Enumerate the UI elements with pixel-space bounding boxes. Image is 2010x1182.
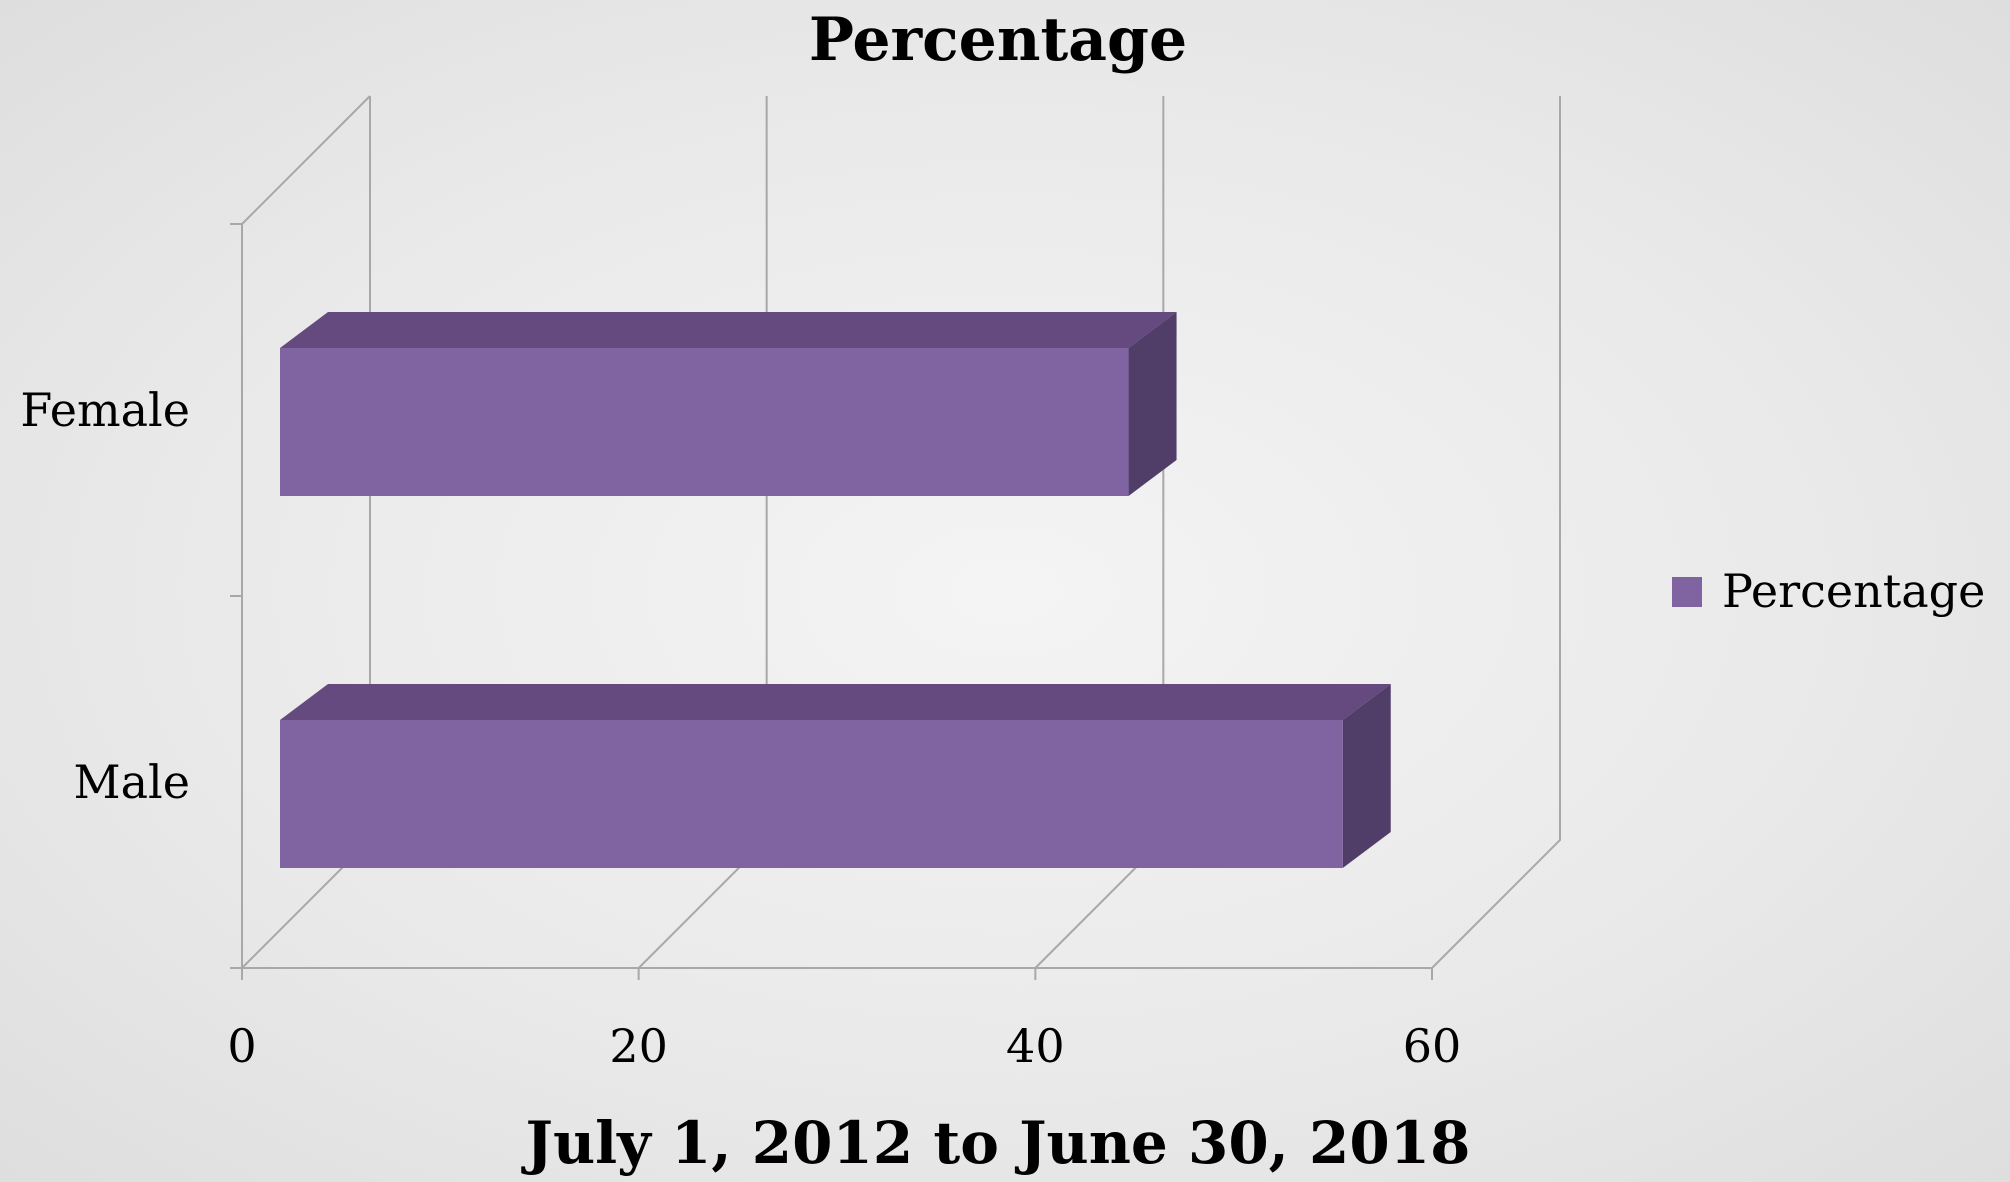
- bar-front-face: [280, 720, 1343, 868]
- bar-side-face: [1128, 312, 1177, 496]
- x-axis-label: July 1, 2012 to June 30, 2018: [521, 1109, 1471, 1177]
- x-tick-label: 0: [227, 1019, 256, 1073]
- x-tick-label: 20: [609, 1019, 668, 1073]
- bar-side-face: [1342, 684, 1391, 868]
- bars: [280, 312, 1391, 868]
- side-wall-top-edge: [241, 95, 371, 225]
- bar-top-face: [280, 684, 1391, 720]
- legend-label: Percentage: [1722, 564, 1985, 618]
- category-label-female: Female: [20, 383, 190, 437]
- bar-top-face: [280, 312, 1177, 348]
- legend: Percentage: [1672, 564, 1985, 618]
- bar-female: [280, 312, 1177, 496]
- category-labels: Male Female: [20, 383, 190, 809]
- x-tick-labels: 0 20 40 60: [227, 1019, 1461, 1073]
- bar-front-face: [280, 348, 1129, 496]
- chart-title: Percentage: [809, 5, 1187, 75]
- legend-swatch: [1672, 577, 1702, 607]
- gridline-3: [1431, 96, 1561, 969]
- bar-male: [280, 684, 1391, 868]
- category-label-male: Male: [74, 755, 190, 809]
- x-tick-label: 40: [1006, 1019, 1065, 1073]
- x-tick-label: 60: [1403, 1019, 1462, 1073]
